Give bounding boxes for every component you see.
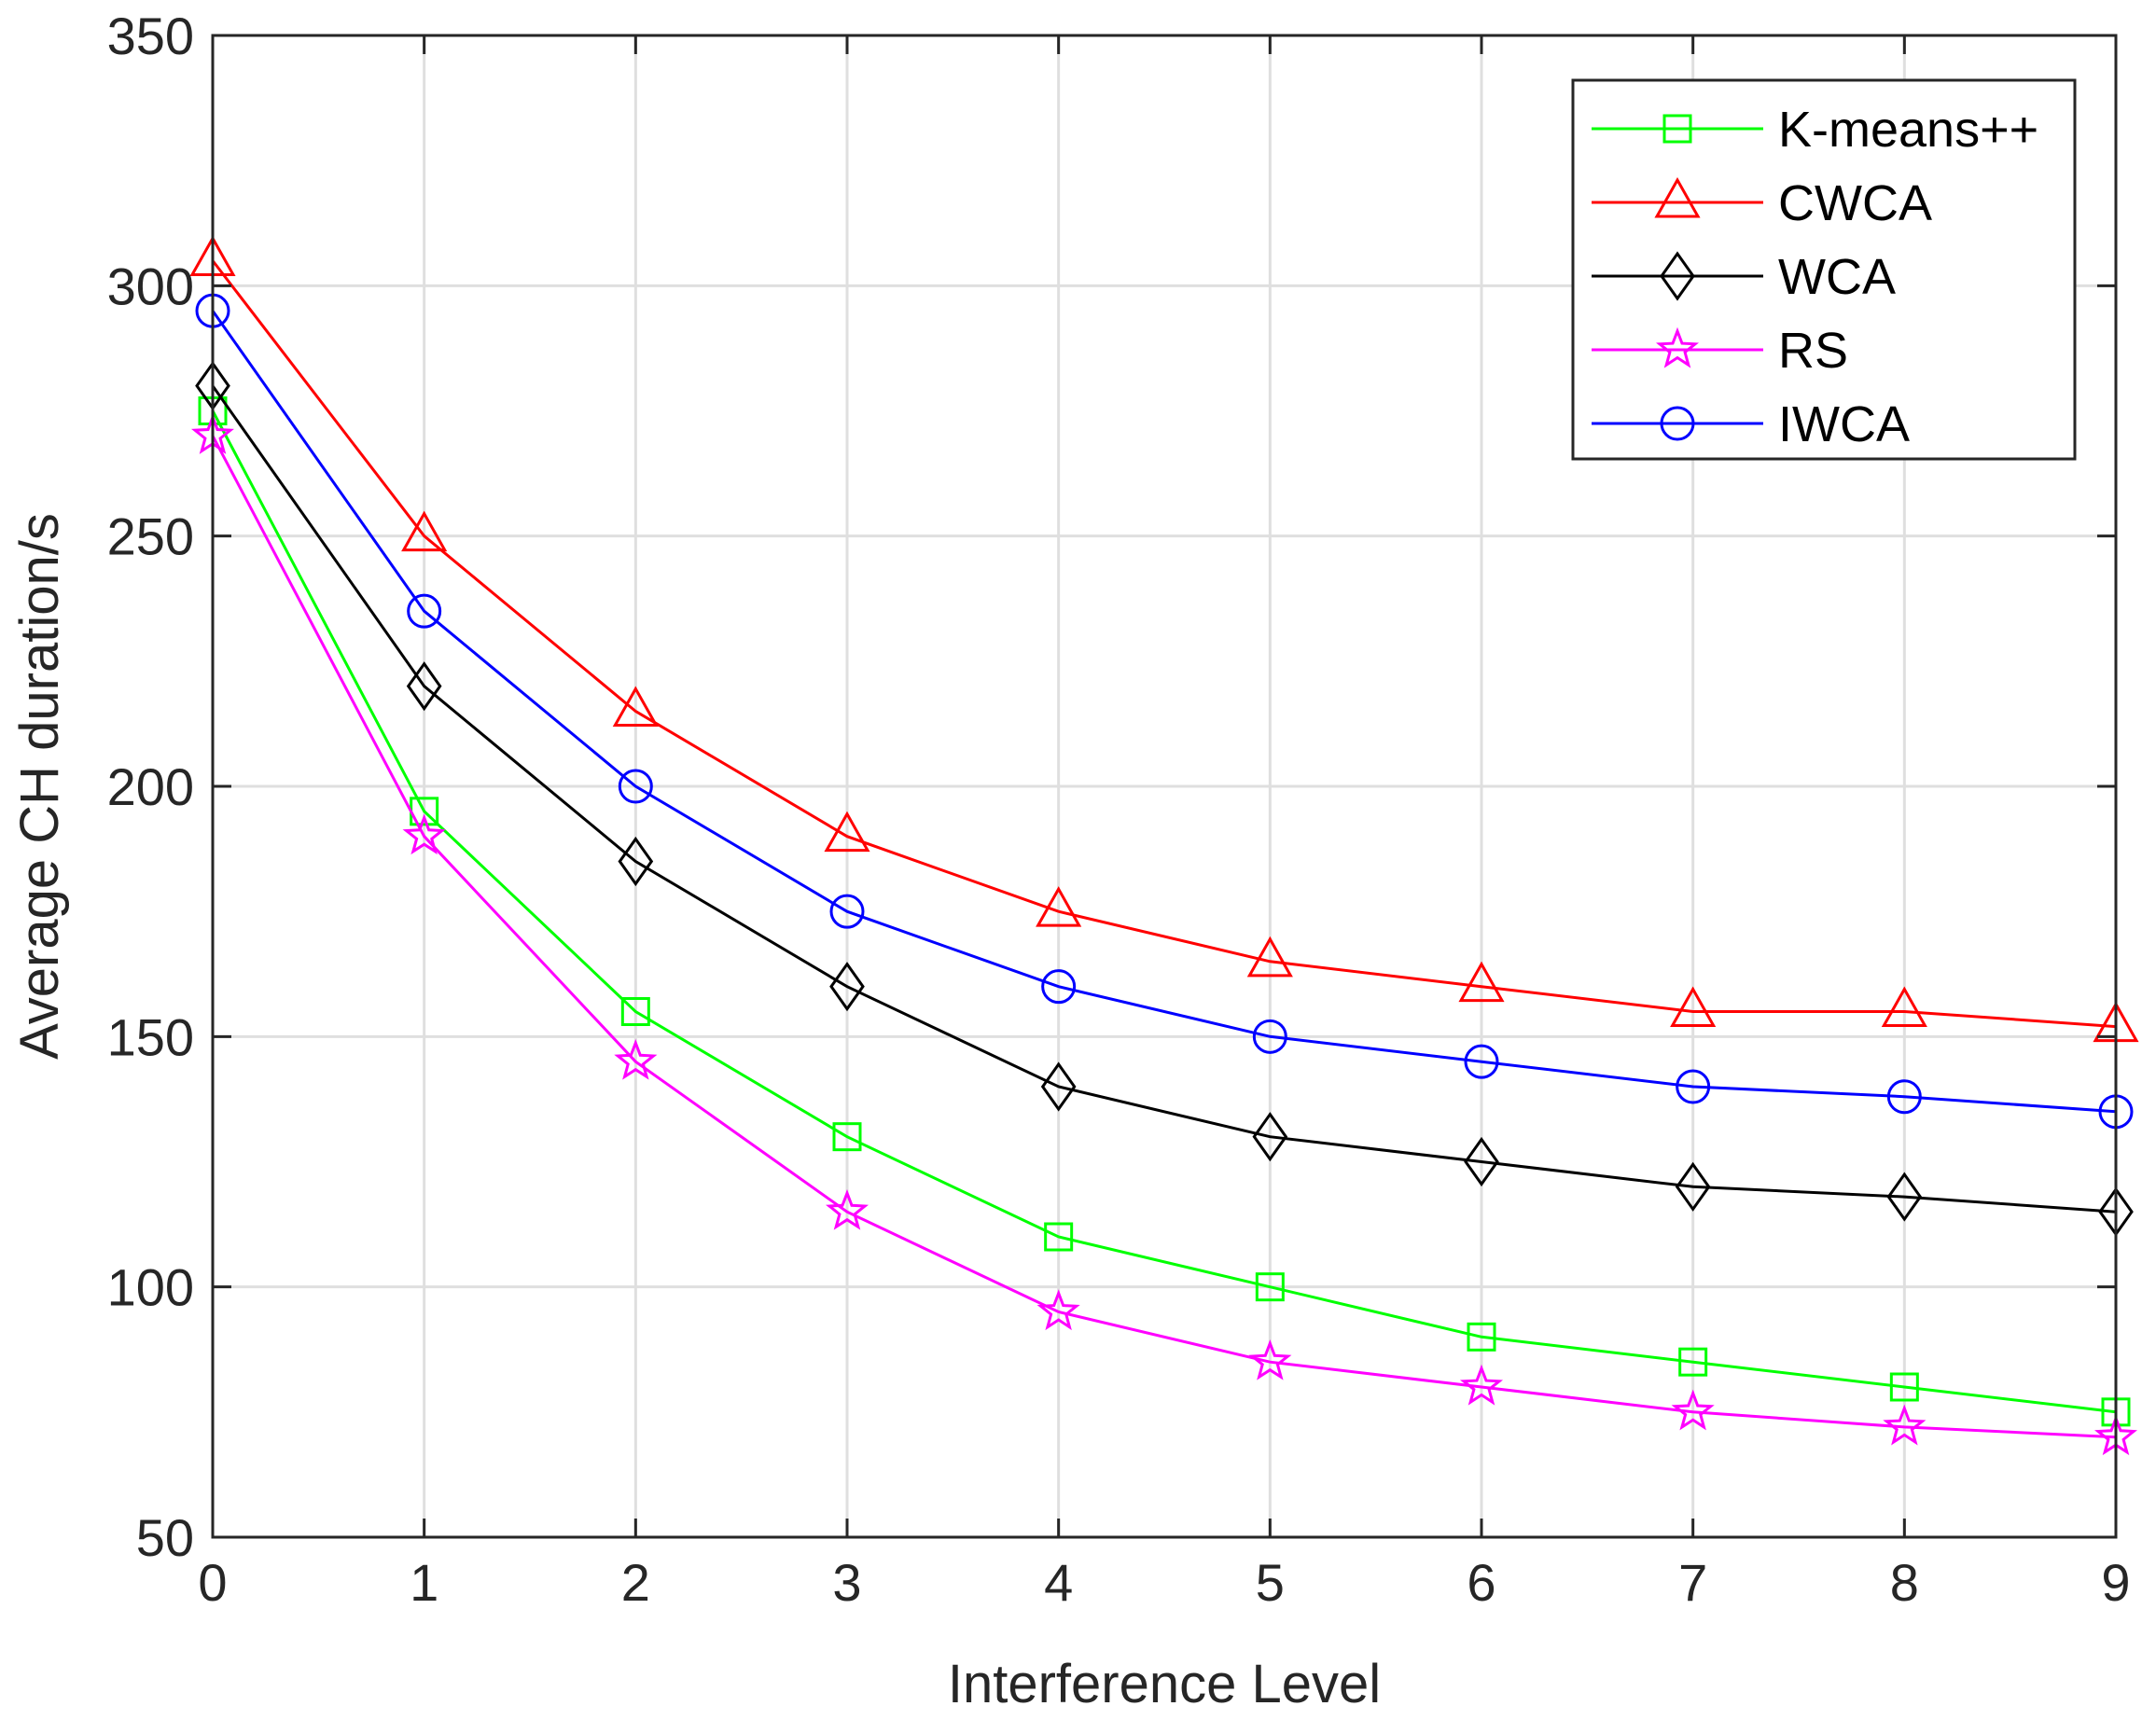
data-point-wca-5 (1252, 1112, 1288, 1162)
data-point-rs-2 (614, 1038, 658, 1080)
x-tick-label-9: 9 (2101, 1553, 2130, 1612)
legend-marker-k-means (1662, 114, 1692, 144)
data-point-rs-5 (1248, 1339, 1292, 1380)
data-point-wca-3 (829, 962, 865, 1012)
y-tick-labels: 50 100 150 200 250 300 350 (107, 7, 194, 1567)
y-tick-label-100: 100 (107, 1258, 194, 1317)
data-point-rs-1 (402, 813, 446, 855)
y-tick-label-250: 250 (107, 507, 194, 566)
legend-label-iwca: IWCA (1778, 396, 1910, 452)
data-point-cwca-7 (1670, 986, 1717, 1027)
data-point-k-means-2 (620, 997, 650, 1026)
y-tick-label-150: 150 (107, 1007, 194, 1066)
data-point-k-means-3 (832, 1122, 862, 1152)
data-point-rs-3 (825, 1188, 869, 1230)
data-point-cwca-6 (1458, 961, 1505, 1003)
data-point-wca-1 (406, 661, 442, 712)
data-point-wca-6 (1464, 1136, 1499, 1187)
legend-item-k-means: K-means++ (1592, 102, 2038, 158)
data-point-iwca-8 (1886, 1079, 1922, 1115)
x-tick-label-2: 2 (621, 1553, 650, 1612)
legend-box (1571, 78, 2077, 461)
data-point-rs-6 (1459, 1364, 1504, 1406)
data-point-iwca-1 (407, 593, 442, 629)
legend-item-wca: WCA (1592, 249, 1896, 305)
data-point-iwca-4 (1041, 969, 1077, 1005)
legend-marker-cwca (1654, 176, 1701, 218)
data-point-cwca-8 (1881, 986, 1927, 1027)
data-point-wca-2 (618, 836, 654, 887)
legend-item-rs: RS (1592, 323, 1848, 379)
data-point-iwca-7 (1676, 1069, 1711, 1104)
series-line-cwca (211, 259, 2117, 1029)
data-point-k-means-4 (1044, 1222, 1074, 1252)
series-line-iwca (211, 310, 2117, 1114)
data-point-iwca-2 (618, 769, 653, 804)
legend-item-cwca: CWCA (1592, 175, 1932, 231)
data-point-iwca-3 (829, 894, 865, 929)
y-tick-label-50: 50 (136, 1508, 194, 1567)
data-point-wca-7 (1675, 1161, 1711, 1212)
x-tick-label-0: 0 (198, 1553, 227, 1612)
data-point-wca-8 (1886, 1172, 1923, 1222)
data-point-iwca-5 (1252, 1019, 1287, 1054)
y-tick-label-200: 200 (107, 757, 194, 816)
legend-label-rs: RS (1778, 323, 1848, 379)
data-point-k-means-6 (1467, 1322, 1496, 1352)
legend-label-cwca: CWCA (1778, 175, 1932, 231)
x-tick-label-3: 3 (832, 1553, 861, 1612)
x-axis-label: Interference Level (948, 1654, 1381, 1714)
data-point-cwca-5 (1246, 936, 1293, 978)
x-tick-label-7: 7 (1678, 1553, 1707, 1612)
series-line-rs (211, 435, 2117, 1439)
x-tick-label-5: 5 (1256, 1553, 1285, 1612)
y-tick-label-350: 350 (107, 7, 194, 65)
data-point-k-means-8 (1889, 1372, 1919, 1402)
x-tick-label-6: 6 (1467, 1553, 1495, 1612)
legend-item-iwca: IWCA (1592, 396, 1910, 452)
x-tick-labels: 0 1 2 3 4 5 6 7 8 9 (198, 1553, 2130, 1612)
series-iwca (195, 293, 2134, 1130)
data-point-cwca-2 (612, 686, 659, 727)
data-point-cwca-3 (824, 811, 870, 853)
data-point-cwca-1 (401, 510, 448, 552)
legend-label-wca: WCA (1778, 249, 1896, 305)
series-layer (189, 235, 2139, 1456)
y-tick-label-300: 300 (107, 257, 194, 315)
x-tick-label-1: 1 (410, 1553, 438, 1612)
data-point-rs-8 (1883, 1404, 1926, 1446)
data-point-iwca-6 (1464, 1044, 1499, 1079)
series-line-k-means (211, 409, 2117, 1414)
legend-marker-wca (1660, 251, 1695, 301)
legend-marker-rs (1655, 326, 1700, 368)
x-tick-label-8: 8 (1890, 1553, 1919, 1612)
data-point-k-means-7 (1678, 1347, 1708, 1377)
data-point-rs-7 (1671, 1389, 1715, 1431)
legend-marker-iwca (1660, 406, 1695, 441)
legend-label-k-means: K-means++ (1778, 102, 2038, 158)
series-rs (190, 413, 2138, 1456)
data-point-k-means-5 (1255, 1272, 1285, 1302)
y-axis-label: Average CH duration/s (9, 513, 70, 1060)
data-point-rs-4 (1036, 1289, 1080, 1331)
data-point-cwca-4 (1036, 886, 1082, 927)
data-point-wca-4 (1040, 1061, 1077, 1112)
legend: K-means++ CWCA WCA RS IWCA (1571, 78, 2077, 461)
x-tick-label-4: 4 (1044, 1553, 1073, 1612)
series-line-wca (211, 384, 2117, 1214)
ticks (211, 34, 2118, 1539)
